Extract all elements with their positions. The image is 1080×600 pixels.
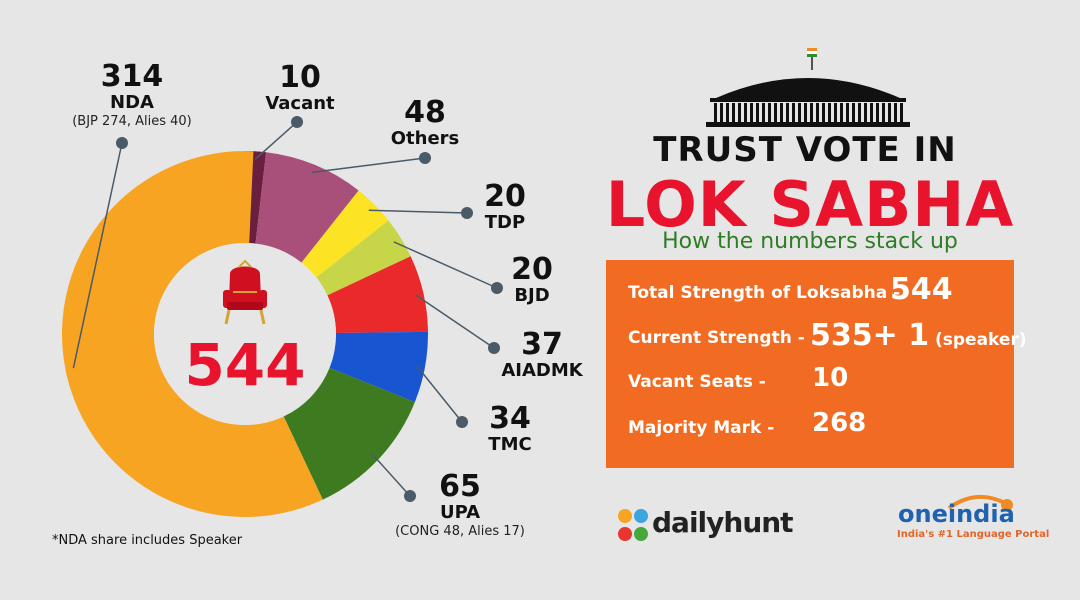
connector-dot-upa bbox=[404, 490, 416, 502]
pillar bbox=[882, 103, 885, 122]
pillar bbox=[858, 103, 861, 122]
pillar bbox=[732, 103, 735, 122]
pillar bbox=[774, 103, 777, 122]
pillar bbox=[852, 103, 855, 122]
majority-mark-label: Majority Mark - bbox=[628, 418, 775, 438]
oneindia-logo: oneindia bbox=[898, 500, 1015, 528]
slice-tdp bbox=[301, 190, 389, 278]
pillar bbox=[762, 103, 765, 122]
label-vacant: 10 Vacant bbox=[265, 60, 335, 114]
connector-dot-vacant bbox=[291, 116, 303, 128]
connector-nda bbox=[72, 142, 123, 369]
connector-dot-nda bbox=[116, 137, 128, 149]
oneindia-tagline: India's #1 Language Portal bbox=[897, 529, 1050, 540]
pillar bbox=[894, 103, 897, 122]
connector-tmc bbox=[416, 365, 463, 423]
dailyhunt-logo-icon bbox=[618, 509, 648, 541]
pillar bbox=[726, 103, 729, 122]
pillar bbox=[768, 103, 771, 122]
current-strength-label: Current Strength - bbox=[628, 328, 805, 348]
pillar bbox=[786, 103, 789, 122]
total-strength-label: Total Strength of Loksabha - bbox=[628, 283, 901, 303]
info-box: Total Strength of Loksabha - 544 Current… bbox=[606, 260, 1027, 468]
pillar bbox=[876, 103, 879, 122]
connector-tdp bbox=[368, 209, 468, 214]
pillar bbox=[810, 103, 813, 122]
current-strength-value: 535+ 1 bbox=[810, 318, 930, 353]
connector-bjd bbox=[393, 241, 498, 289]
pillar bbox=[798, 103, 801, 122]
pillar bbox=[888, 103, 891, 122]
parliament-icon bbox=[706, 48, 910, 127]
pillar bbox=[870, 103, 873, 122]
connector-dot-others bbox=[419, 152, 431, 164]
pillar bbox=[828, 103, 831, 122]
pillar bbox=[846, 103, 849, 122]
slice-tmc bbox=[329, 331, 428, 403]
pillar bbox=[714, 103, 717, 122]
pillar bbox=[864, 103, 867, 122]
connector-dot-bjd bbox=[491, 282, 503, 294]
connector-upa bbox=[371, 453, 411, 497]
slice-bjd bbox=[316, 220, 411, 296]
slice-upa bbox=[283, 367, 415, 500]
pillar bbox=[744, 103, 747, 122]
majority-mark-value: 268 bbox=[812, 408, 867, 438]
label-tmc: 34 TMC bbox=[488, 401, 532, 455]
connector-others bbox=[311, 157, 426, 174]
label-aiadmk: 37 AIADMK bbox=[501, 327, 583, 381]
slice-others bbox=[255, 152, 359, 263]
donut-hole bbox=[154, 243, 336, 425]
pillar bbox=[750, 103, 753, 122]
center-total: 544 bbox=[184, 331, 305, 399]
vacant-seats-label: Vacant Seats - bbox=[628, 372, 766, 392]
label-nda: 314 NDA (BJP 274, Alies 40) bbox=[72, 59, 192, 129]
slice-aiadmk bbox=[327, 256, 428, 333]
dailyhunt-logo: dailyhunt bbox=[652, 506, 794, 539]
title-line3: How the numbers stack up bbox=[662, 229, 958, 254]
pillar bbox=[792, 103, 795, 122]
current-strength: 535+ 1 (speaker) bbox=[810, 318, 1027, 353]
connector-dot-tdp bbox=[461, 207, 473, 219]
connector-vacant bbox=[254, 121, 298, 160]
pillar bbox=[840, 103, 843, 122]
connector-dot-aiadmk bbox=[488, 342, 500, 354]
pillar bbox=[900, 103, 903, 122]
current-strength-suffix: (speaker) bbox=[935, 330, 1027, 350]
title-line1: TRUST VOTE IN bbox=[653, 130, 957, 170]
label-others: 48 Others bbox=[390, 95, 460, 149]
pillar bbox=[822, 103, 825, 122]
pillar bbox=[738, 103, 741, 122]
connector-aiadmk bbox=[415, 294, 495, 349]
connector-dot-tmc bbox=[456, 416, 468, 428]
pillar bbox=[804, 103, 807, 122]
slice-nda bbox=[62, 151, 323, 518]
pillar bbox=[780, 103, 783, 122]
pillar bbox=[816, 103, 819, 122]
label-tdp: 20 TDP bbox=[484, 179, 526, 233]
oneindia-arc-icon bbox=[947, 494, 1013, 510]
pillar bbox=[834, 103, 837, 122]
title-line2: LOK SABHA bbox=[605, 168, 1015, 241]
label-upa: 65 UPA (CONG 48, Alies 17) bbox=[395, 469, 525, 539]
total-strength-value: 544 bbox=[890, 272, 953, 307]
vacant-seats-value: 10 bbox=[812, 363, 849, 393]
footnote: *NDA share includes Speaker bbox=[52, 533, 243, 548]
pillar bbox=[756, 103, 759, 122]
label-bjd: 20 BJD bbox=[511, 252, 553, 306]
pillar bbox=[720, 103, 723, 122]
throne-icon bbox=[223, 259, 267, 325]
